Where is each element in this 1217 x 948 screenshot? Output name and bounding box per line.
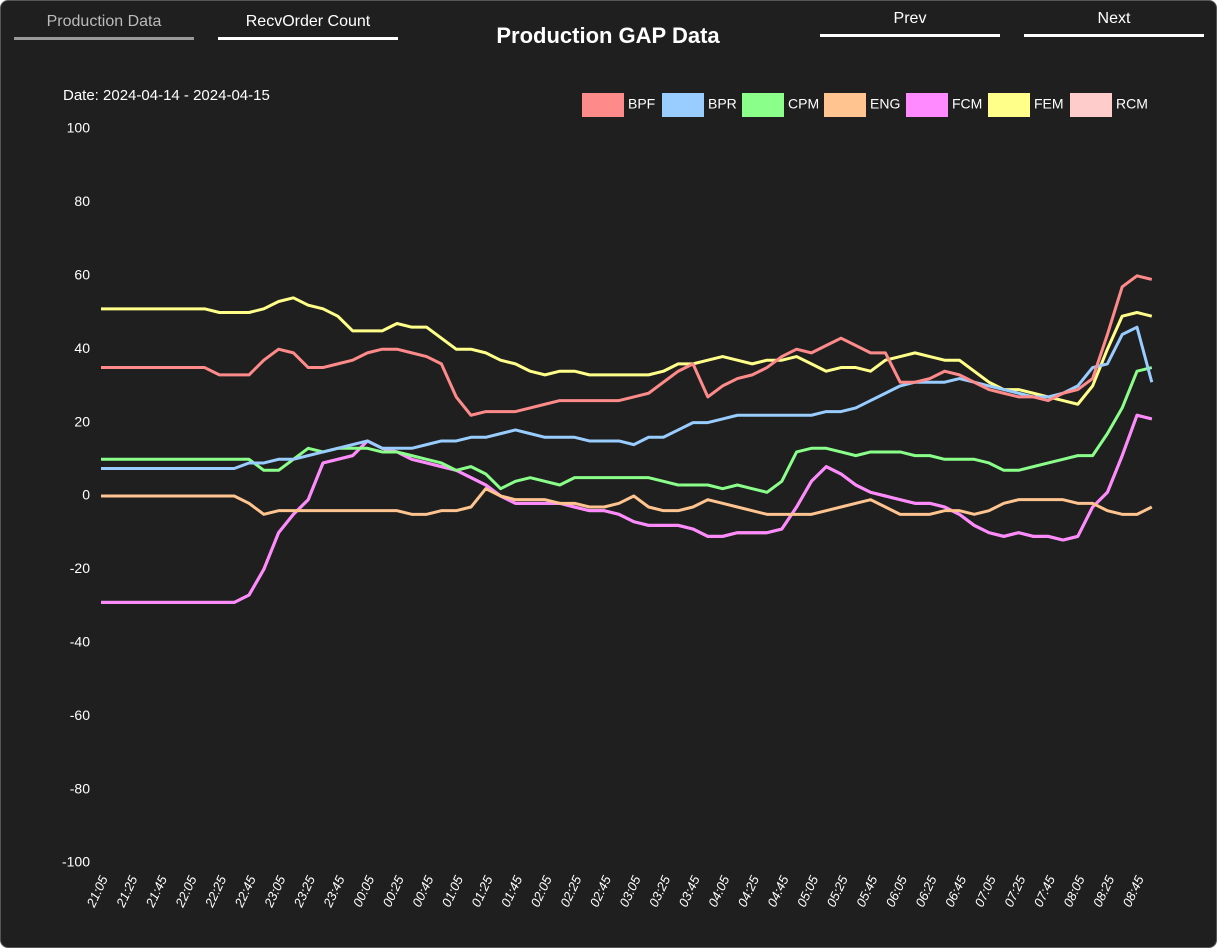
series-line (101, 366, 1153, 494)
legend-swatch (582, 93, 624, 117)
x-tick-label: 21:25 (113, 873, 141, 910)
y-tick-label: -60 (70, 707, 90, 723)
series-line (101, 274, 1153, 417)
x-tick-label: 06:05 (883, 873, 911, 910)
x-tick-label: 00:05 (350, 873, 378, 910)
x-tick-label: 23:45 (320, 873, 348, 910)
x-tick-label: 07:05 (971, 873, 999, 910)
y-tick-label: 40 (74, 340, 90, 356)
y-tick-label: 80 (74, 193, 90, 209)
legend-swatch (662, 93, 704, 117)
legend-swatch (824, 93, 866, 117)
x-tick-label: 05:25 (823, 873, 851, 910)
legend-label: RCM (1116, 96, 1148, 112)
legend-label: FEM (1034, 96, 1064, 112)
legend-label: BPF (628, 96, 655, 112)
y-tick-label: 100 (67, 120, 91, 136)
x-tick-label: 02:25 (557, 873, 585, 910)
prev-button[interactable]: Prev (820, 10, 1000, 37)
x-tick-label: 08:25 (1090, 873, 1118, 910)
legend-label: BPR (708, 96, 737, 112)
x-tick-label: 07:45 (1031, 873, 1059, 910)
series-line (101, 296, 1153, 406)
x-tick-label: 05:05 (794, 873, 822, 910)
x-tick-label: 02:45 (587, 873, 615, 910)
y-tick-label: 20 (74, 413, 90, 429)
legend-label: CPM (788, 96, 819, 112)
chart-title: Production GAP Data (496, 23, 720, 48)
x-tick-label: 07:25 (1001, 873, 1029, 910)
series-line (101, 487, 1153, 516)
y-tick-label: -40 (70, 634, 90, 650)
legend-swatch (906, 93, 948, 117)
y-tick-label: -20 (70, 560, 90, 576)
x-tick-label: 01:05 (439, 873, 467, 910)
legend-label: FCM (952, 96, 982, 112)
y-tick-label: -100 (62, 854, 90, 870)
x-tick-label: 03:25 (646, 873, 674, 910)
x-tick-label: 08:45 (1119, 873, 1147, 910)
x-tick-label: 02:05 (527, 873, 555, 910)
x-tick-label: 22:05 (172, 873, 200, 910)
y-tick-label: 60 (74, 267, 90, 283)
x-tick-label: 21:45 (142, 873, 170, 910)
x-tick-label: 04:25 (735, 873, 763, 910)
x-tick-label: 08:05 (1060, 873, 1088, 910)
x-tick-label: 04:45 (764, 873, 792, 910)
tab[interactable]: Production Data (14, 13, 194, 40)
y-tick-label: -80 (70, 780, 90, 796)
date-range: Date: 2024-04-14 - 2024-04-15 (63, 87, 270, 104)
legend-swatch (742, 93, 784, 117)
x-tick-label: 00:45 (409, 873, 437, 910)
tab[interactable]: RecvOrder Count (218, 13, 398, 40)
x-tick-label: 04:05 (705, 873, 733, 910)
x-tick-label: 03:05 (616, 873, 644, 910)
x-tick-label: 01:25 (468, 873, 496, 910)
x-tick-label: 22:45 (231, 873, 259, 910)
x-tick-label: 23:25 (290, 873, 318, 910)
x-tick-label: 21:05 (83, 873, 111, 910)
x-tick-label: 01:45 (498, 873, 526, 910)
x-tick-label: 22:25 (201, 873, 229, 910)
series-line (101, 413, 1153, 604)
x-tick-label: 00:25 (379, 873, 407, 910)
legend-swatch (1070, 93, 1112, 117)
next-button[interactable]: Next (1024, 10, 1204, 37)
legend-swatch (988, 93, 1030, 117)
x-tick-label: 05:45 (853, 873, 881, 910)
x-tick-label: 06:25 (912, 873, 940, 910)
x-tick-label: 03:45 (675, 873, 703, 910)
x-tick-label: 06:45 (942, 873, 970, 910)
x-tick-label: 23:05 (261, 873, 289, 910)
legend-label: ENG (870, 96, 900, 112)
y-tick-label: 0 (82, 487, 90, 503)
